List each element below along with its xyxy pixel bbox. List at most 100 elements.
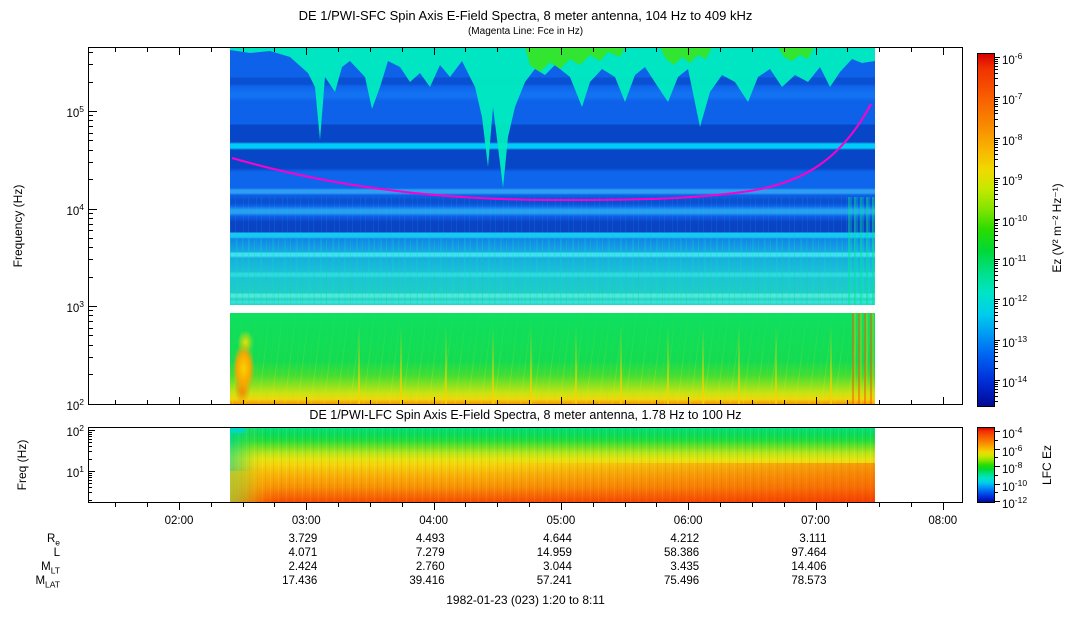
freq-minor-tick — [89, 223, 93, 225]
colorbar-minor-tick — [995, 73, 998, 75]
time-tick-inner-bottom — [942, 397, 944, 404]
colorbar-major-tick — [995, 97, 1000, 99]
lfc-colorbar-major-tick — [995, 431, 1000, 432]
colorbar-minor-tick — [995, 234, 998, 236]
ephemeris-value: 2.424 — [288, 561, 318, 573]
ephemeris-row-label-mlt: MLT — [41, 561, 60, 576]
freq-minor-tick — [89, 149, 93, 151]
ephemeris-value: 75.496 — [664, 575, 700, 587]
colorbar-tick-label: 10-10 — [1002, 212, 1028, 229]
colorbar-minor-tick — [995, 267, 998, 269]
time-tick — [910, 503, 912, 507]
freq-minor-tick — [89, 115, 93, 117]
time-tick — [210, 503, 212, 507]
ephemeris-value: 4.212 — [670, 533, 700, 545]
colorbar-minor-tick — [995, 265, 998, 267]
colorbar-minor-tick — [995, 305, 998, 307]
ephemeris-value: 3.111 — [799, 533, 827, 545]
time-tick-inner-bottom — [465, 400, 467, 404]
sfc-frame — [88, 47, 963, 405]
colorbar-minor-tick — [995, 239, 998, 241]
lfc-colorbar-tick-label: 10-12 — [1002, 495, 1028, 511]
footer-caption: 1982-01-23 (023) 1:20 to 8:11 — [446, 593, 605, 607]
time-tick-inner-top — [497, 48, 499, 52]
colorbar-minor-tick — [995, 158, 998, 160]
colorbar-minor-tick — [995, 149, 998, 151]
colorbar-minor-tick — [995, 341, 998, 343]
lfc-freq-minor-tick — [89, 480, 92, 482]
time-tick-inner-bottom — [624, 400, 626, 404]
time-tick — [942, 503, 944, 510]
time-tick — [529, 503, 531, 507]
colorbar-minor-tick — [995, 260, 998, 262]
time-tick-inner-top — [338, 48, 340, 52]
time-tick-inner-bottom — [401, 400, 403, 404]
freq-minor-tick — [89, 327, 93, 329]
colorbar-minor-tick — [995, 180, 998, 182]
colorbar-minor-tick — [995, 301, 998, 303]
colorbar-minor-tick — [995, 368, 998, 370]
colorbar-minor-tick — [995, 222, 998, 224]
ephemeris-value: 3.435 — [670, 561, 700, 573]
colorbar-minor-tick — [995, 360, 998, 362]
time-tick-inner-bottom — [306, 397, 308, 404]
time-tick-inner-bottom — [783, 400, 785, 404]
yellow-burst-streak — [738, 327, 740, 404]
colorbar-minor-tick — [995, 327, 998, 329]
yellow-burst-streak — [575, 327, 577, 404]
lfc-freq-minor-tick — [89, 431, 92, 433]
time-tick — [338, 503, 340, 507]
time-tick — [433, 503, 435, 510]
sfc-y-tick-label: 102 — [66, 396, 84, 413]
time-tick-inner-bottom — [879, 400, 881, 404]
sfc-cyan-streak-texture — [230, 239, 875, 305]
colorbar-minor-tick — [995, 271, 998, 273]
lfc-colorbar-major-tick — [995, 483, 1000, 485]
sfc-orange-enhancement — [232, 325, 258, 404]
colorbar-tick-label: 10-7 — [1002, 91, 1023, 108]
colorbar-major-tick — [995, 178, 1000, 180]
colorbar-minor-tick — [995, 396, 998, 398]
lfc-freq-minor-tick — [89, 458, 92, 460]
lfc-colorbar-major-tick — [995, 448, 1000, 450]
colorbar-minor-tick — [995, 386, 998, 388]
time-tick — [306, 503, 308, 510]
time-tick — [879, 503, 881, 507]
ephemeris-value: 7.279 — [415, 547, 445, 559]
colorbar-minor-tick — [995, 194, 998, 196]
freq-minor-tick — [89, 276, 93, 278]
colorbar-minor-tick — [995, 311, 998, 313]
yellow-burst-streak — [530, 327, 532, 404]
time-tick-inner-bottom — [529, 400, 531, 404]
colorbar-minor-tick — [995, 355, 998, 357]
auroral-hiss-core-green-2 — [660, 47, 712, 65]
colorbar-minor-tick — [995, 184, 998, 186]
colorbar-minor-tick — [995, 303, 998, 305]
ephemeris-value: 58.386 — [664, 547, 700, 559]
lfc-freq-minor-tick — [89, 477, 92, 479]
lfc-streak-texture — [230, 427, 875, 503]
ephemeris-value: 3.044 — [543, 561, 572, 573]
ephemeris-value: 4.644 — [543, 533, 572, 545]
colorbar-minor-tick — [995, 65, 998, 67]
ephemeris-value: 2.760 — [415, 561, 445, 573]
colorbar-minor-tick — [995, 109, 998, 111]
lfc-colorbar-tick-label: 10-8 — [1002, 460, 1023, 476]
lfc-freq-minor-tick — [89, 487, 92, 489]
colorbar-minor-tick — [995, 280, 998, 282]
colorbar-minor-tick — [995, 262, 998, 264]
sfc-colorbar-label: Ez (V² m⁻² Hz⁻¹) — [1050, 183, 1064, 273]
time-tick-inner-top — [783, 48, 785, 52]
time-tick — [465, 503, 467, 507]
yellow-burst-streak — [358, 327, 360, 404]
lfc-colorbar-label: LFC Ez — [1040, 444, 1054, 486]
yellow-burst-streak — [702, 327, 704, 404]
colorbar-minor-tick — [995, 343, 998, 345]
freq-major-tick — [89, 306, 97, 307]
ephemeris-value: 57.241 — [536, 575, 572, 587]
ephemeris-value: 4.493 — [415, 533, 445, 545]
time-tick-inner-top — [815, 48, 817, 55]
lfc-colorbar-tick-label: 10-4 — [1002, 425, 1023, 441]
colorbar-minor-tick — [995, 351, 998, 353]
time-tick-label: 02:00 — [164, 515, 194, 527]
